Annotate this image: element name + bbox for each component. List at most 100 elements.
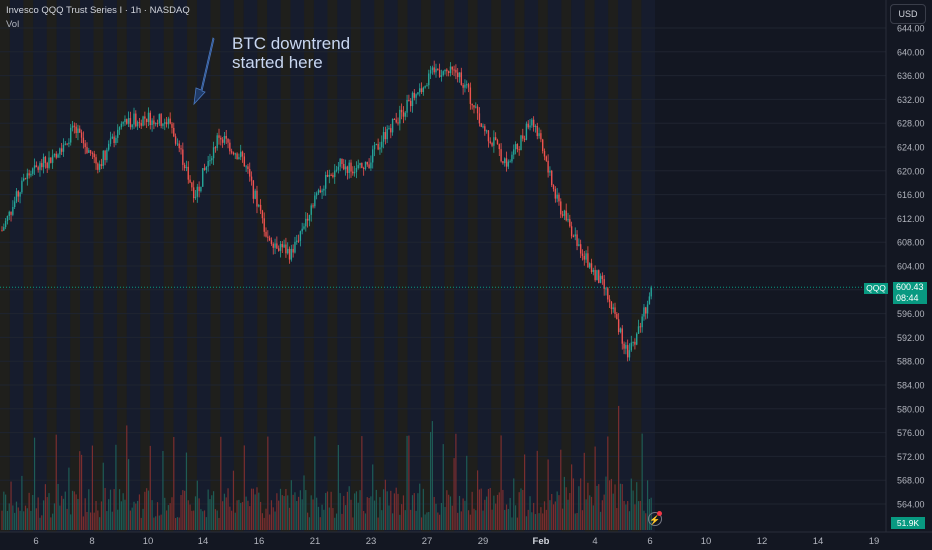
candle-body bbox=[191, 182, 193, 188]
volume-bar bbox=[484, 499, 486, 530]
candle-body bbox=[485, 130, 488, 132]
candle-body bbox=[180, 148, 182, 150]
time-tick-label: 14 bbox=[813, 536, 824, 547]
candle-body bbox=[543, 151, 546, 157]
volume-bar bbox=[127, 459, 130, 530]
volume-bar bbox=[368, 497, 370, 530]
volume-bar bbox=[509, 497, 511, 530]
candle-body bbox=[120, 123, 123, 128]
candle-body bbox=[337, 166, 340, 170]
candle-body bbox=[496, 140, 499, 145]
volume-bar bbox=[375, 489, 377, 530]
candle-body bbox=[28, 173, 30, 176]
volume-bar bbox=[216, 510, 218, 530]
volume-bar bbox=[52, 513, 54, 530]
candle-body bbox=[610, 301, 613, 310]
currency-button[interactable]: USD bbox=[890, 4, 926, 24]
volume-bar bbox=[84, 498, 86, 530]
candle-body bbox=[95, 157, 97, 164]
volume-bar bbox=[66, 508, 68, 530]
volume-bar bbox=[462, 498, 464, 530]
candle-body bbox=[531, 119, 533, 126]
volume-bar bbox=[467, 510, 470, 530]
volume-bar bbox=[646, 480, 649, 530]
volume-bar bbox=[131, 507, 133, 530]
volume-bar bbox=[578, 486, 580, 530]
notification-dot bbox=[657, 511, 662, 516]
candle-body bbox=[458, 72, 461, 78]
volume-bar bbox=[442, 444, 444, 530]
candle-body bbox=[205, 166, 208, 170]
volume-bar bbox=[543, 501, 546, 530]
candle-body bbox=[453, 69, 455, 71]
volume-bar bbox=[587, 482, 589, 530]
chart-legend: Invesco QQQ Trust Series I · 1h · NASDAQ… bbox=[6, 4, 190, 32]
candle-body bbox=[480, 123, 482, 127]
volume-bar bbox=[448, 494, 450, 530]
candle-body bbox=[587, 253, 589, 268]
volume-bar bbox=[540, 507, 542, 530]
candle-body bbox=[534, 125, 537, 127]
volume-bar bbox=[350, 499, 352, 530]
volume-bar bbox=[133, 501, 135, 530]
candle-body bbox=[420, 88, 423, 93]
volume-bar bbox=[630, 478, 632, 530]
candle-body bbox=[15, 191, 18, 202]
volume-bar bbox=[73, 491, 75, 530]
price-tick-label: 572.00 bbox=[897, 452, 925, 462]
candle-body bbox=[144, 116, 146, 119]
volume-bar bbox=[100, 501, 103, 530]
candle-body bbox=[357, 165, 359, 168]
volume-bar bbox=[108, 499, 110, 530]
candle-body bbox=[558, 194, 560, 202]
volume-indicator-label[interactable]: Vol bbox=[6, 19, 20, 30]
candle-body bbox=[133, 113, 135, 125]
chart-annotation-text[interactable]: BTC downtrend started here bbox=[232, 34, 351, 72]
volume-bar bbox=[164, 497, 166, 530]
candle-body bbox=[194, 196, 197, 199]
volume-bar bbox=[113, 489, 115, 530]
volume-bar bbox=[285, 488, 287, 530]
candle-body bbox=[569, 219, 571, 227]
candle-body bbox=[303, 226, 305, 229]
volume-bar bbox=[205, 517, 207, 530]
volume-bar bbox=[518, 492, 520, 530]
price-tick-label: 628.00 bbox=[897, 119, 925, 129]
volume-bar bbox=[223, 493, 226, 530]
volume-bar bbox=[332, 508, 334, 530]
price-tick-label: 588.00 bbox=[897, 357, 925, 367]
candle-body bbox=[12, 206, 14, 215]
volume-bar bbox=[109, 489, 112, 530]
volume-bar bbox=[384, 479, 386, 530]
volume-bar bbox=[30, 510, 32, 530]
price-tick-label: 608.00 bbox=[897, 238, 925, 248]
candle-body bbox=[98, 164, 101, 170]
candle-body bbox=[578, 244, 580, 246]
candle-body bbox=[617, 319, 620, 333]
volume-bar bbox=[12, 505, 14, 530]
volume-bar bbox=[455, 433, 457, 530]
volume-bar bbox=[321, 504, 323, 530]
symbol-title[interactable]: Invesco QQQ Trust Series I · 1h · NASDAQ bbox=[6, 5, 190, 16]
candle-body bbox=[328, 174, 331, 177]
candle-body bbox=[64, 143, 66, 145]
candle-body bbox=[10, 211, 12, 215]
candle-body bbox=[364, 161, 367, 169]
candle-body bbox=[261, 210, 264, 219]
volume-bar bbox=[17, 507, 19, 530]
volume-bar bbox=[156, 502, 159, 530]
candle-body bbox=[612, 307, 614, 310]
volume-bar bbox=[104, 487, 106, 530]
price-tick-label: 604.00 bbox=[897, 262, 925, 272]
lightning-icon[interactable]: ⚡ bbox=[648, 512, 662, 526]
candle-body bbox=[428, 73, 430, 86]
candle-body bbox=[330, 174, 332, 176]
candle-body bbox=[283, 244, 285, 248]
volume-bar bbox=[220, 436, 222, 530]
candle-body bbox=[589, 263, 591, 268]
candle-body bbox=[500, 149, 502, 162]
candle-body bbox=[395, 119, 397, 123]
candle-body bbox=[91, 153, 94, 155]
volume-bar bbox=[339, 493, 341, 530]
